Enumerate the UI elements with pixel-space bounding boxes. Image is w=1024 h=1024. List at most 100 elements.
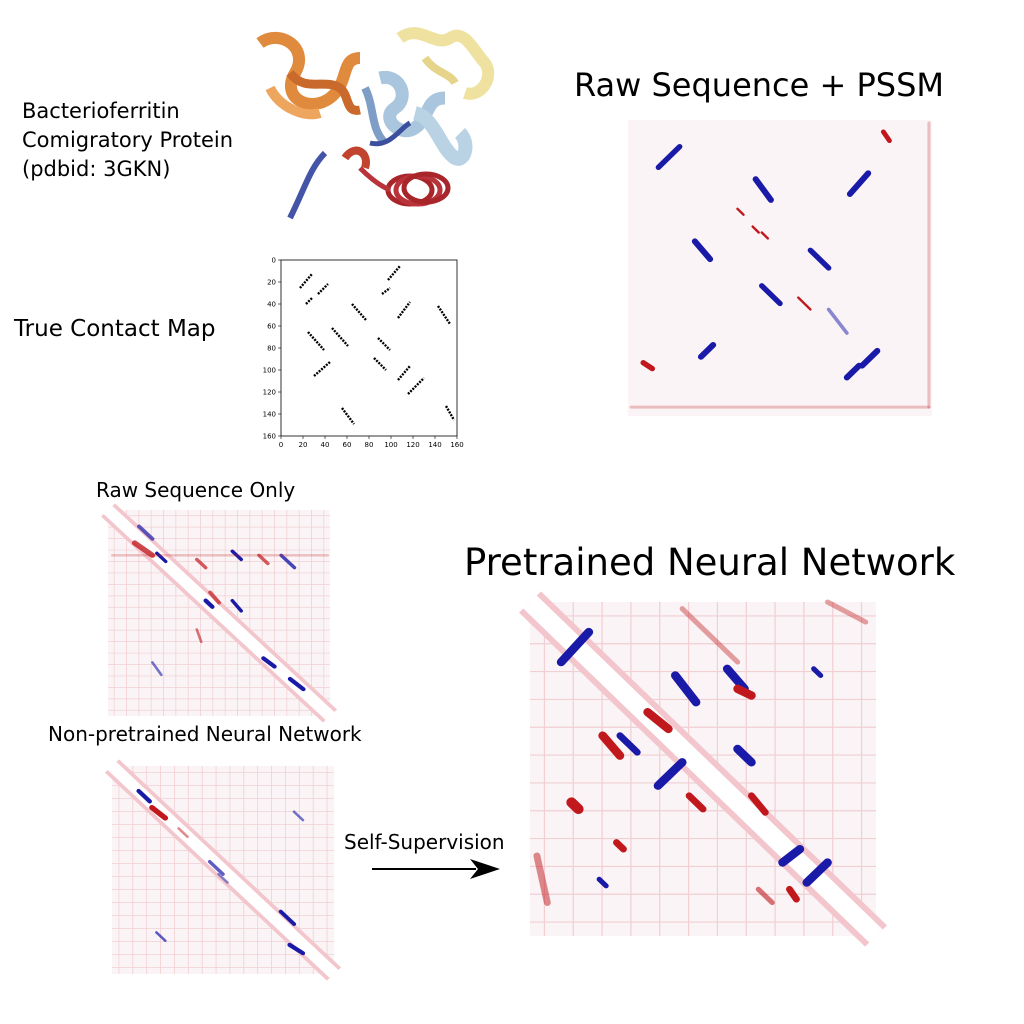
contact-streak-5	[653, 758, 687, 790]
contact-segment-15	[305, 297, 313, 305]
contact-segment-12	[437, 305, 451, 325]
contact-streak-3	[880, 129, 892, 144]
panel-title-nonpretrained: Non-pretrained Neural Network	[48, 722, 362, 746]
contact-streak-11	[195, 557, 208, 570]
contact-segment-14	[341, 407, 355, 425]
true-contact-map: 0 0 20 20 40 40 60 60 80 80 100 100 120 120 140 140 160 1…	[263, 257, 464, 450]
contact-streak-4	[230, 598, 243, 613]
contact-streak-19	[679, 606, 741, 665]
contact-streak-3	[287, 942, 306, 956]
contact-segment-11	[407, 377, 425, 395]
protein-name-line1: Bacterioferritin	[22, 99, 180, 123]
contact-streak-11	[751, 225, 760, 234]
contact-segment-1	[317, 283, 329, 295]
contact-streak-3	[208, 590, 221, 605]
contact-segment-7	[313, 361, 331, 377]
contact-streak-10	[287, 676, 306, 692]
contact-streak-2	[670, 671, 701, 707]
contact-streak-20	[824, 599, 869, 625]
x-tick-label-6: 120	[406, 441, 419, 449]
panel-title-pssm: Raw Sequence + PSSM	[574, 66, 945, 104]
contact-streak-18	[533, 852, 551, 906]
y-tick-label-7: 140	[263, 411, 276, 419]
x-tick-label-7: 140	[428, 441, 441, 449]
contact-streak-8	[859, 347, 881, 369]
protein-ribbon-icon	[256, 27, 495, 220]
contact-streak-7	[697, 342, 717, 360]
contact-streak-2	[203, 598, 215, 609]
diagonal-band	[523, 595, 883, 943]
contact-streak-9	[261, 656, 277, 669]
contact-streak-0	[136, 788, 152, 804]
contact-streak-5	[807, 247, 832, 271]
contact-streak-15	[733, 684, 756, 700]
right-arrow-icon	[372, 859, 500, 879]
true-map-frame	[280, 259, 458, 437]
contact-streak-13	[736, 207, 745, 216]
contact-streak-4	[691, 238, 714, 263]
contact-segment-5	[397, 301, 411, 319]
contact-streak-13	[195, 628, 203, 644]
contact-streak-5	[292, 810, 305, 822]
contact-segment-6	[307, 331, 325, 351]
contact-streak-17	[786, 885, 800, 903]
heatmap-pretrained	[518, 591, 888, 947]
contact-segment-8	[377, 337, 391, 351]
contact-streak-6	[230, 549, 243, 562]
contact-streak-9	[843, 362, 863, 381]
x-tick-label-2: 40	[321, 441, 330, 449]
heatmap-raw-sequence	[100, 503, 338, 723]
y-tick-label-4: 80	[267, 345, 276, 353]
contact-streak-8	[257, 553, 270, 566]
contact-streak-3	[643, 708, 673, 734]
contact-streak-14	[596, 876, 609, 889]
y-tick-label-2: 40	[267, 301, 276, 309]
contact-streak-5	[155, 551, 168, 564]
protein-pdb-id: (pdbid: 3GKN)	[22, 157, 171, 181]
contact-streak-10	[778, 844, 805, 867]
contact-streak-11	[802, 858, 832, 887]
contact-streak-1	[149, 805, 169, 821]
protein-name: Bacterioferritin Comigratory Protein (pd…	[22, 97, 233, 184]
contact-streak-7	[279, 553, 297, 570]
protein-name-line2: Comigratory Protein	[22, 128, 234, 152]
y-tick-label-3: 60	[267, 323, 276, 331]
contact-streak-12	[151, 661, 163, 677]
y-tick-label-0: 0	[272, 257, 276, 265]
contact-segment-3	[351, 303, 367, 321]
contact-streak-0	[556, 627, 594, 667]
contact-streak-1	[752, 176, 774, 203]
x-tick-label-5: 100	[384, 441, 397, 449]
contact-streak-8	[685, 792, 707, 813]
contact-segment-2	[331, 327, 349, 347]
contact-streak-14	[797, 296, 812, 311]
heatmap-nonpretrained	[104, 759, 342, 981]
panel-title-pretrained: Pretrained Neural Network	[464, 541, 956, 584]
contact-streak-1	[722, 664, 749, 694]
y-tick-label-5: 100	[263, 367, 276, 375]
contact-streak-12	[566, 797, 584, 815]
contact-streak-15	[826, 307, 849, 335]
contact-streak-10	[640, 360, 656, 372]
contact-streak-12	[760, 231, 770, 240]
contact-segment-16	[381, 287, 391, 295]
contact-streak-6	[155, 931, 167, 942]
contact-streak-4	[616, 732, 641, 756]
contact-streak-16	[811, 666, 824, 678]
x-tick-label-0: 0	[279, 441, 283, 449]
self-supervision-label: Self-Supervision	[344, 830, 505, 854]
contact-streak-8	[177, 827, 189, 838]
contact-streak-13	[613, 839, 627, 853]
panel-title-raw-sequence: Raw Sequence Only	[96, 478, 296, 502]
contact-segment-9	[373, 357, 387, 371]
contact-streak-0	[131, 540, 156, 558]
contact-streak-7	[217, 872, 229, 884]
contact-streak-6	[759, 283, 783, 307]
contact-streak-7	[733, 744, 756, 767]
x-tick-label-3: 60	[343, 441, 352, 449]
true-contact-map-label: True Contact Map	[14, 316, 216, 342]
x-tick-label-8: 160	[450, 441, 463, 449]
heatmap-pssm	[628, 120, 932, 416]
y-tick-label-6: 120	[263, 389, 276, 397]
contact-streak-6	[598, 731, 625, 760]
